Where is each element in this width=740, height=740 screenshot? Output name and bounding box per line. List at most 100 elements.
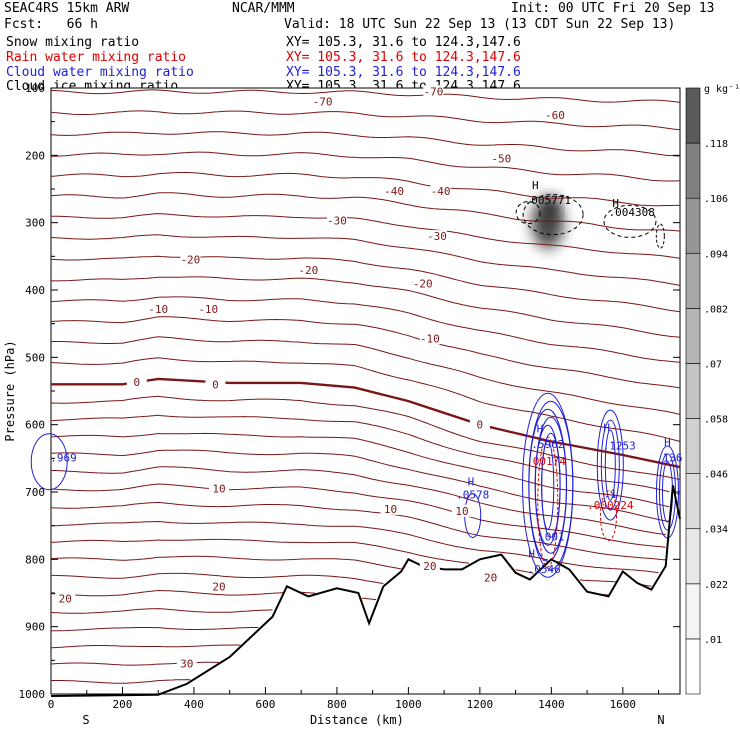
rain-contour xyxy=(537,436,559,568)
cloud-water-max-mark: H xyxy=(528,547,535,560)
y-tick-label: 400 xyxy=(25,284,45,297)
x-tick-label: 400 xyxy=(184,698,204,711)
label-backdrop xyxy=(426,230,447,243)
isotherm-label: -10 xyxy=(148,303,168,316)
rain-contour xyxy=(600,490,618,542)
field-label-cloud-water: Cloud water mixing ratio xyxy=(6,65,194,80)
cloud-water-contour xyxy=(596,409,624,521)
organization: NCAR/MMM xyxy=(232,1,295,16)
isotherm-line xyxy=(51,276,681,338)
cloud-water-contour xyxy=(30,433,68,491)
isotherm-label: 30 xyxy=(180,658,193,671)
colorbar-swatch xyxy=(685,142,701,199)
cloud-water-label: .969 xyxy=(50,452,77,465)
cloud-water-contour xyxy=(522,392,574,578)
snow-max-label: .005771 xyxy=(525,194,571,207)
cloud-water-max-mark: H xyxy=(603,421,610,434)
isotherm-label: 10 xyxy=(384,503,397,516)
isotherm-line xyxy=(50,255,681,313)
x-tick-label: 800 xyxy=(327,698,347,711)
label-backdrop xyxy=(205,378,226,391)
isotherm-line xyxy=(50,234,681,286)
field-xy-cloud-water: XY= 105.3, 31.6 to 124.3,147.6 xyxy=(286,65,521,80)
isotherm-label: 10 xyxy=(455,505,468,518)
isotherm-line xyxy=(515,569,534,574)
isotherm-label: -20 xyxy=(413,277,433,290)
label-backdrop xyxy=(412,277,433,290)
y-tick-label: 700 xyxy=(25,486,45,499)
label-backdrop xyxy=(491,152,512,165)
init-time: Init: 00 UTC Fri 20 Sep 13 xyxy=(511,1,715,16)
isotherm-label: -30 xyxy=(327,215,347,228)
colorbar-unit-label: g kg⁻¹ xyxy=(704,84,740,95)
colorbar-tick-label: .058 xyxy=(704,415,728,426)
colorbar-swatch xyxy=(685,638,701,695)
isotherm-label: -20 xyxy=(298,264,318,277)
isotherm-line xyxy=(50,336,681,415)
isotherm-line xyxy=(50,501,666,561)
y-tick-label: 900 xyxy=(25,621,45,634)
cloud-water-max-mark: H xyxy=(537,423,544,436)
isotherm-line xyxy=(51,572,384,584)
isotherm-label: -20 xyxy=(180,254,200,267)
isotherm-lines xyxy=(50,89,681,684)
isotherm-line xyxy=(50,555,402,570)
label-backdrop xyxy=(469,418,490,431)
x-tick-label: 1600 xyxy=(610,698,637,711)
cloud-water-max-mark: H xyxy=(664,436,671,449)
colorbar-tick-label: .034 xyxy=(704,525,728,536)
label-backdrop xyxy=(208,482,229,495)
colorbar-tick-label: .022 xyxy=(704,580,728,591)
isotherm-label: -40 xyxy=(384,185,404,198)
field-xy-rain: XY= 105.3, 31.6 to 124.3,147.6 xyxy=(286,50,521,65)
isotherm-line xyxy=(51,627,259,632)
isotherm-line xyxy=(51,679,191,684)
colorbar-swatch xyxy=(685,308,701,364)
colorbar-swatch xyxy=(685,197,701,254)
colorbar-swatch xyxy=(685,252,701,309)
colorbar-tick-label: .118 xyxy=(704,139,728,150)
isotherm-label: -70 xyxy=(313,95,333,108)
snow-max-mark: H xyxy=(532,179,539,192)
isotherm-label: -60 xyxy=(545,109,565,122)
cloud-water-contour xyxy=(604,429,616,501)
isotherm-label: 20 xyxy=(423,560,436,573)
isotherm-label: -40 xyxy=(431,185,451,198)
x-tick-label: 1200 xyxy=(467,698,494,711)
y-tick-label: 100 xyxy=(25,82,45,95)
isotherm-line xyxy=(50,589,284,597)
cloud-water-label: .5962 xyxy=(531,438,564,451)
x-tick-label: 600 xyxy=(255,698,275,711)
isotherm-line xyxy=(51,520,548,561)
colorbar-swatch xyxy=(685,87,701,144)
forecast-hour: Fcst: 66 h xyxy=(4,17,98,32)
cloud-water-label: .0578 xyxy=(456,489,489,502)
isotherm-line xyxy=(50,89,681,103)
isotherm-label: 20 xyxy=(59,592,72,605)
isotherm-line xyxy=(579,579,616,583)
isotherm-line xyxy=(50,538,470,564)
isotherm-label: 20 xyxy=(484,572,497,585)
y-tick-label: 200 xyxy=(25,149,45,162)
isotherm-label: -10 xyxy=(198,303,218,316)
label-backdrop xyxy=(208,580,229,593)
x-tick-label: 0 xyxy=(48,698,55,711)
colorbar-tick-label: .046 xyxy=(704,470,728,481)
label-backdrop xyxy=(198,302,219,315)
colorbar-tick-label: .094 xyxy=(704,249,728,260)
isotherm-line xyxy=(50,395,681,481)
x-axis-label: Distance (km) xyxy=(310,713,404,727)
isotherm-line xyxy=(50,296,681,363)
cloud-water-contour xyxy=(600,419,620,511)
snow-max-label: .004308 xyxy=(609,206,655,219)
cloud-water-label: .1 xyxy=(604,487,617,500)
colorbar-tick-label: .07 xyxy=(704,359,722,370)
isotherm-label: 10 xyxy=(212,483,225,496)
field-label-snow: Snow mixing ratio xyxy=(6,35,140,50)
label-backdrop xyxy=(55,592,76,605)
isotherm-line xyxy=(50,110,681,131)
label-backdrop xyxy=(423,85,444,98)
y-tick-label: 800 xyxy=(25,553,45,566)
isotherm-line xyxy=(51,213,681,259)
